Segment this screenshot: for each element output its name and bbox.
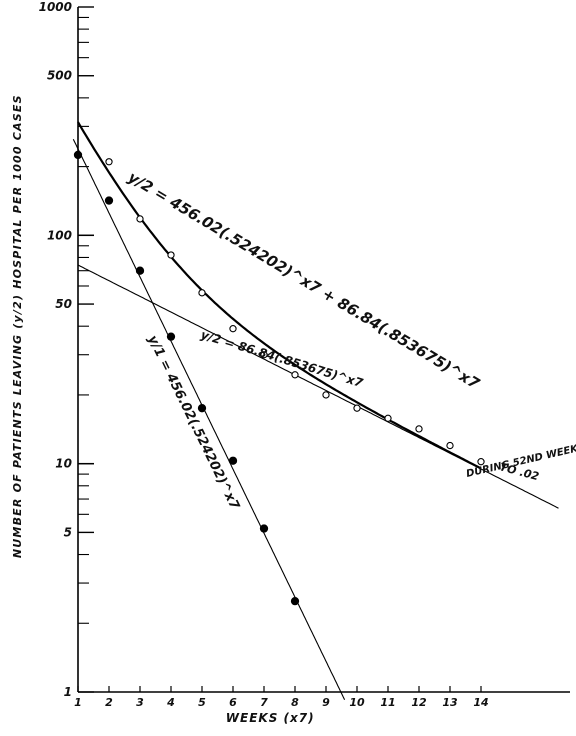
y-tick-label: 10 (55, 457, 72, 471)
filled-point (104, 196, 114, 205)
open-point (167, 251, 175, 259)
y-axis-label: NUMBER OF PATIENTS LEAVING (y/2) HOSPITA… (11, 94, 24, 558)
filled-point (290, 596, 300, 606)
filled-point (73, 150, 83, 160)
axes (77, 7, 570, 693)
open-point (415, 425, 423, 433)
x-tick-label: 5 (198, 696, 206, 709)
open-point (322, 391, 330, 399)
equation-2: y/2 = 86.84(.853675)^x7 (199, 327, 365, 390)
y-tick-label: 1000 (39, 0, 72, 14)
fit-curve-1 (77, 121, 482, 470)
x-tick-label: 6 (229, 696, 237, 709)
x-axis-label: WEEKS (x7) (226, 711, 315, 725)
x-tick-label: 12 (411, 696, 427, 709)
open-point (353, 404, 361, 412)
filled-point (259, 524, 269, 533)
y-tick-label: 1 (64, 685, 72, 699)
open-point (136, 215, 144, 223)
open-point (105, 158, 113, 166)
y-tick-label: 5 (64, 525, 72, 539)
fit-curve-3 (77, 264, 559, 509)
equation-1: y/1 = 456.02(.524202)^x7 (144, 333, 242, 513)
x-tick-label: 13 (442, 696, 458, 709)
open-point (477, 458, 485, 466)
y-tick-label: 50 (55, 297, 72, 311)
curves (72, 121, 559, 700)
filled-point (228, 456, 238, 465)
open-point (384, 414, 392, 422)
filled-point (197, 404, 207, 413)
x-tick-label: 9 (322, 696, 330, 709)
labels: WEEKS (x7) NUMBER OF PATIENTS LEAVING (y/… (11, 94, 576, 725)
filled-point (135, 266, 145, 275)
x-tick-label: 2 (105, 696, 113, 709)
x-tick-label: 8 (291, 696, 299, 709)
open-point (291, 371, 299, 379)
filled-point (166, 332, 176, 341)
fit-curve-2 (72, 139, 346, 700)
y-tick-label: 100 (47, 228, 72, 242)
open-point (446, 441, 454, 450)
data-points (73, 150, 485, 606)
x-tick-label: 11 (380, 696, 395, 709)
x-tick-label: 4 (166, 696, 175, 709)
x-tick-label: 7 (260, 696, 268, 709)
open-point (260, 351, 268, 359)
x-tick-label: 10 (349, 696, 365, 709)
y-tick-label: 500 (47, 69, 72, 83)
open-point (229, 325, 237, 333)
x-tick-label: 14 (473, 696, 488, 709)
x-tick-label: 1 (74, 696, 82, 709)
x-tick-label: 3 (136, 696, 144, 709)
open-point (198, 289, 206, 297)
